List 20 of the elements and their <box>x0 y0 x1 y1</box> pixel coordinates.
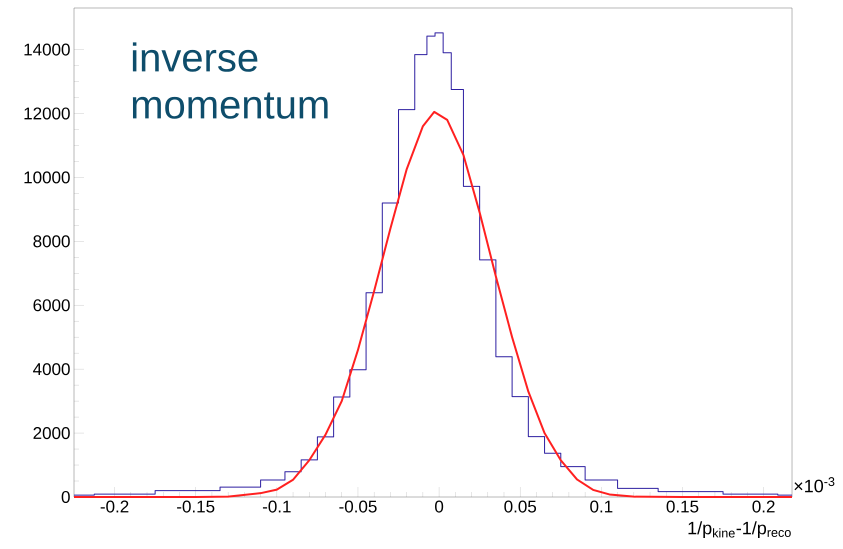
y-tick-label: 14000 <box>24 44 70 56</box>
y-tick-label: 10000 <box>24 171 70 184</box>
x-tick-label: -0.1 <box>262 500 291 513</box>
y-tick-label: 8000 <box>33 235 70 248</box>
x-tick-label: 0 <box>435 500 444 513</box>
x-tick-label: 0.2 <box>752 500 775 513</box>
y-tick-label: 0 <box>62 490 70 504</box>
y-tick-label: 4000 <box>33 363 70 376</box>
x-tick-label: 0.15 <box>666 500 698 513</box>
text: inverse momentum <box>132 42 328 119</box>
x-tick-label: -0.05 <box>339 500 377 513</box>
x-tick-label: -0.15 <box>177 500 214 513</box>
text: ×10$^{-3}$ <box>794 477 834 492</box>
y-tick-label: 12000 <box>24 107 70 120</box>
x-tick-label: -0.2 <box>100 500 128 513</box>
y-tick-label: 2000 <box>34 427 70 440</box>
x-axis-title: 1/p$_{kine}$-1/p$_{reco}$ <box>688 521 791 538</box>
x-tick-label: 0.05 <box>504 500 536 513</box>
x-tick-label: 0.1 <box>590 500 612 513</box>
y-tick-label: 6000 <box>34 299 70 312</box>
